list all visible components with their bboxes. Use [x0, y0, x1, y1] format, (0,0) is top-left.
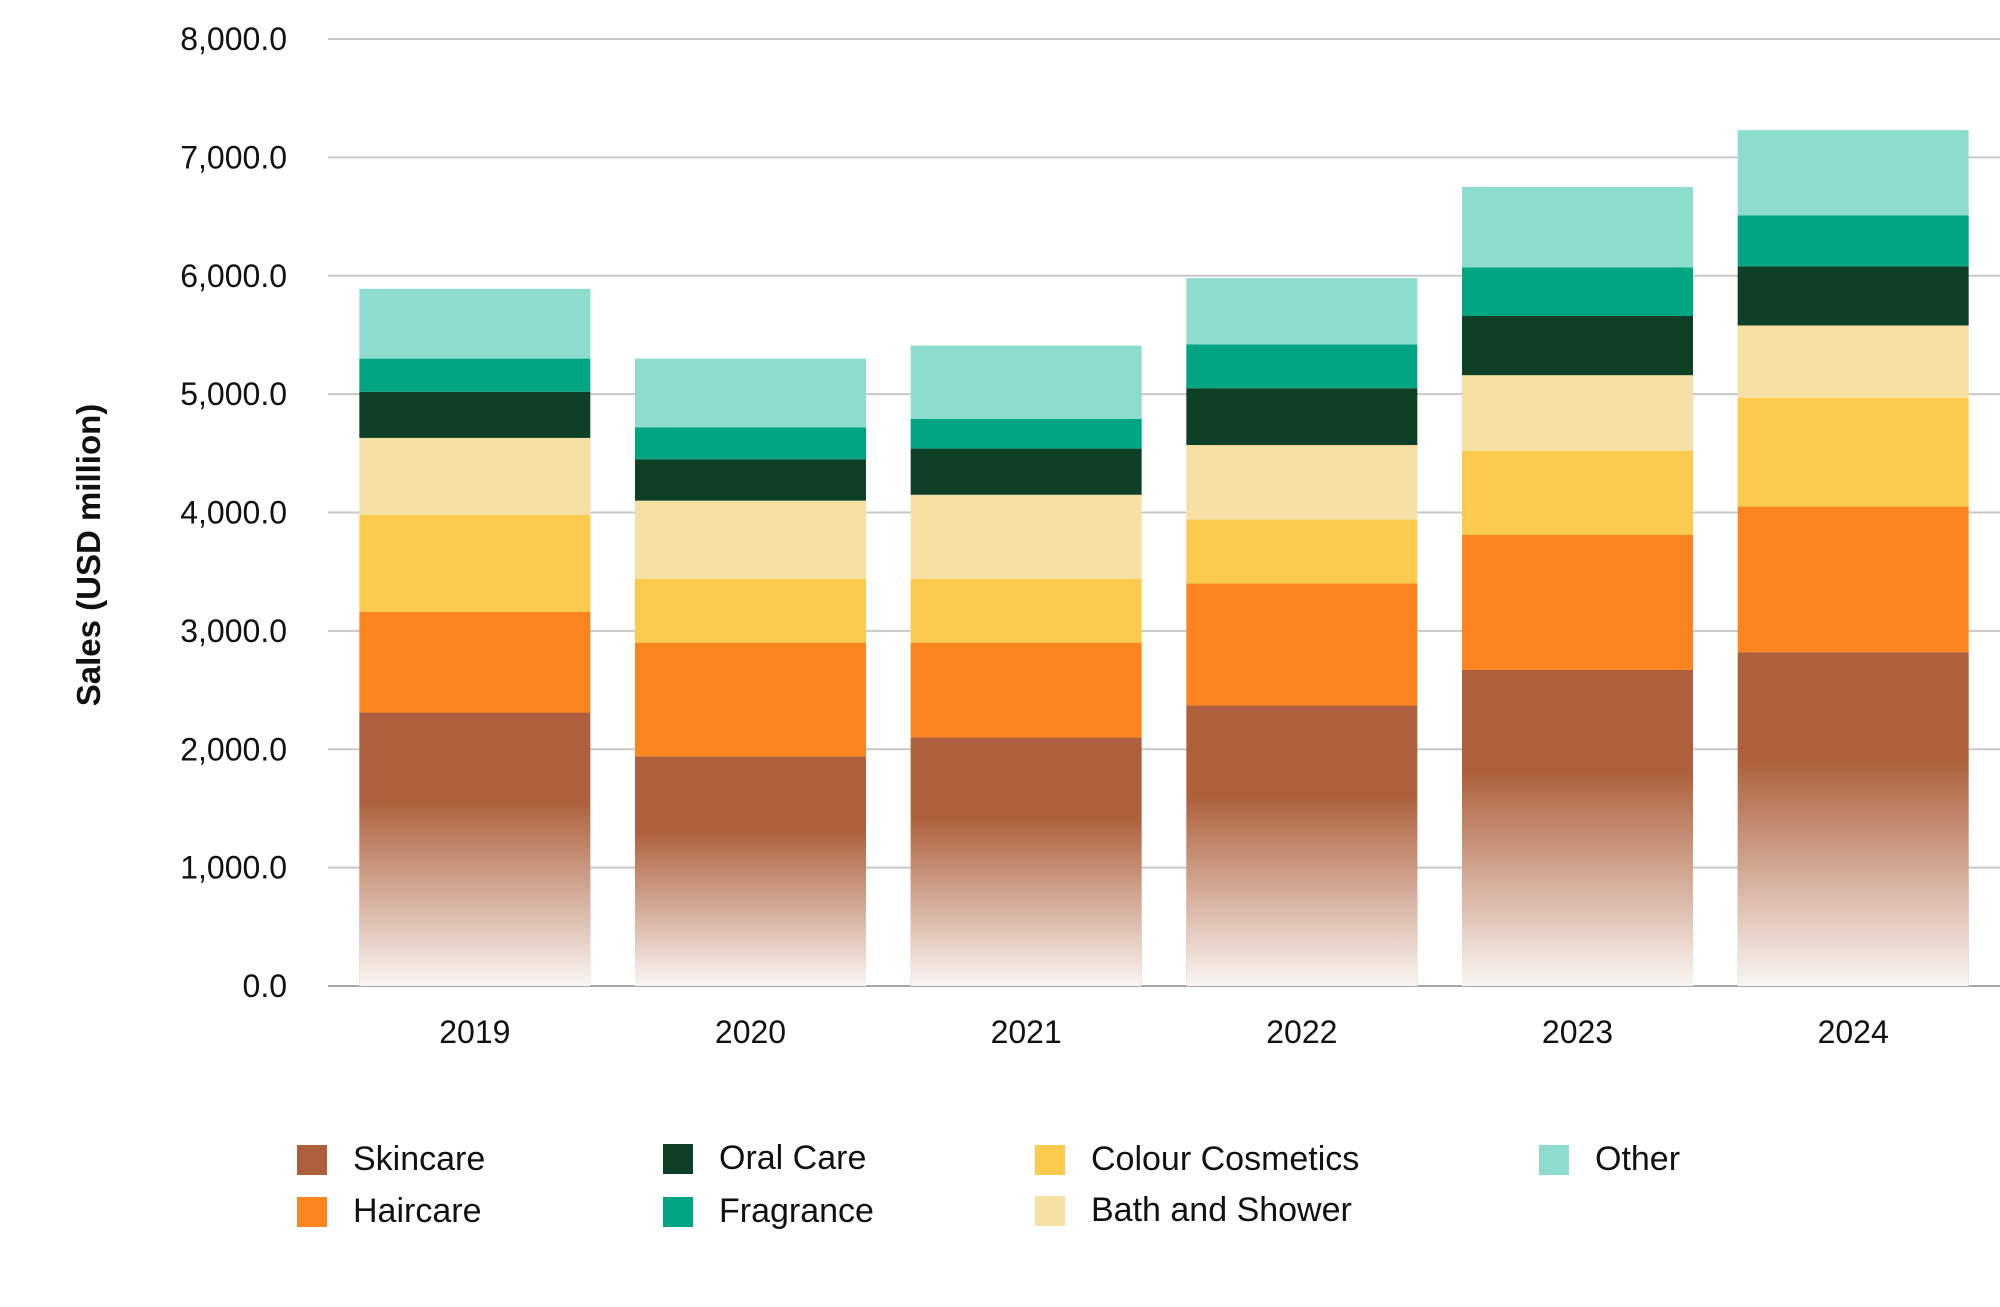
bar-segment-oral-care-2022[interactable]: [1186, 388, 1418, 446]
legend-item-other[interactable]: Other: [1539, 1140, 1680, 1179]
bar-segment-other-2021[interactable]: [910, 345, 1142, 419]
bar-segment-bath-and-shower-2022[interactable]: [1186, 445, 1418, 520]
bar-segment-colour-cosmetics-2020[interactable]: [635, 578, 866, 643]
bar-segment-bath-and-shower-2021[interactable]: [910, 494, 1142, 579]
bar-segment-bath-and-shower-2020[interactable]: [635, 500, 866, 579]
bar-segment-fragrance-2022[interactable]: [1186, 344, 1418, 389]
x-tick-label-2024: 2024: [1818, 1014, 1889, 1050]
legend-item-colour-cosmetics[interactable]: Colour Cosmetics: [1035, 1140, 1359, 1179]
legend-label-haircare: Haircare: [353, 1192, 482, 1230]
legend-swatch-haircare: [297, 1196, 327, 1227]
legend-swatch-fragrance: [663, 1196, 693, 1227]
y-axis-tick-labels: 0.0 1,000.0 2,000.0 3,000.0 4,000.0 5,000.0 6,…: [180, 21, 287, 1004]
bar-stack-2019: [359, 288, 591, 986]
bar-fade-overlay-2024: [1737, 652, 1969, 986]
bar-segment-colour-cosmetics-2024[interactable]: [1737, 397, 1969, 507]
x-axis-tick-labels: 2019 2020 2021 2022 2023 2024: [439, 1014, 1889, 1050]
bar-segment-fragrance-2021[interactable]: [910, 418, 1142, 449]
x-tick-label-2019: 2019: [439, 1014, 510, 1050]
y-tick-label: 2,000.0: [180, 731, 287, 767]
bar-segment-other-2024[interactable]: [1737, 130, 1969, 216]
bar-fade-overlay-2020: [635, 756, 866, 986]
bar-segment-colour-cosmetics-2021[interactable]: [910, 578, 1142, 643]
y-tick-label: 0.0: [243, 968, 287, 1004]
bar-segment-colour-cosmetics-2023[interactable]: [1462, 450, 1693, 535]
y-tick-label: 3,000.0: [180, 613, 287, 649]
legend-swatch-skincare: [297, 1144, 327, 1175]
bar-segment-oral-care-2019[interactable]: [359, 391, 591, 438]
y-tick-label: 7,000.0: [180, 139, 287, 175]
bar-segment-haircare-2022[interactable]: [1186, 583, 1418, 706]
y-tick-label: 4,000.0: [180, 495, 287, 531]
legend-item-oral-care[interactable]: Oral Care: [663, 1139, 866, 1178]
bar-segment-bath-and-shower-2024[interactable]: [1737, 325, 1969, 398]
bars: [359, 130, 1969, 986]
bar-fade-overlay-2019: [359, 712, 591, 986]
legend-label-other: Other: [1595, 1140, 1681, 1178]
bar-segment-oral-care-2023[interactable]: [1462, 315, 1693, 376]
gridlines: [328, 38, 2000, 987]
x-tick-label-2021: 2021: [991, 1014, 1062, 1050]
x-tick-label-2023: 2023: [1542, 1014, 1613, 1050]
legend-label-fragrance: Fragrance: [719, 1192, 874, 1230]
legend-swatch-oral-care: [663, 1143, 693, 1174]
x-tick-label-2020: 2020: [715, 1014, 786, 1050]
bar-segment-other-2023[interactable]: [1462, 186, 1693, 268]
legend-item-fragrance[interactable]: Fragrance: [663, 1192, 874, 1231]
bar-stack-2022: [1186, 278, 1418, 986]
bar-stack-2024: [1737, 130, 1969, 986]
y-tick-label: 1,000.0: [180, 850, 287, 886]
legend-swatch-other: [1539, 1144, 1569, 1175]
bar-segment-haircare-2019[interactable]: [359, 611, 591, 713]
legend-label-colour-cosmetics: Colour Cosmetics: [1091, 1140, 1360, 1178]
bar-fade-overlay-2023: [1462, 669, 1693, 986]
x-tick-label-2022: 2022: [1266, 1014, 1337, 1050]
legend-swatch-bath-and-shower: [1035, 1195, 1065, 1226]
y-tick-label: 5,000.0: [180, 376, 287, 412]
legend-item-skincare[interactable]: Skincare: [297, 1140, 485, 1179]
bar-stack-2020: [635, 358, 866, 986]
bar-segment-fragrance-2023[interactable]: [1462, 267, 1693, 316]
legend-swatch-colour-cosmetics: [1035, 1144, 1065, 1175]
bar-segment-haircare-2023[interactable]: [1462, 534, 1693, 670]
bar-segment-other-2020[interactable]: [635, 358, 866, 428]
bar-fade-overlay-2021: [910, 737, 1142, 986]
bar-segment-oral-care-2021[interactable]: [910, 448, 1142, 495]
bar-segment-haircare-2021[interactable]: [910, 642, 1142, 738]
bar-segment-haircare-2020[interactable]: [635, 642, 866, 757]
bar-segment-haircare-2024[interactable]: [1737, 506, 1969, 653]
bar-segment-colour-cosmetics-2019[interactable]: [359, 514, 591, 612]
legend-label-oral-care: Oral Care: [719, 1139, 867, 1177]
legend-label-bath-and-shower: Bath and Shower: [1091, 1191, 1352, 1229]
legend-label-skincare: Skincare: [353, 1140, 486, 1178]
bar-segment-colour-cosmetics-2022[interactable]: [1186, 519, 1418, 584]
y-tick-label: 8,000.0: [180, 21, 287, 57]
bar-segment-bath-and-shower-2023[interactable]: [1462, 375, 1693, 451]
bar-segment-oral-care-2024[interactable]: [1737, 266, 1969, 326]
y-axis-title: Sales (USD million): [70, 404, 107, 707]
legend-item-haircare[interactable]: Haircare: [297, 1192, 481, 1231]
bar-fade-overlay-2022: [1186, 705, 1418, 986]
legend-item-bath-and-shower[interactable]: Bath and Shower: [1035, 1191, 1352, 1230]
bar-segment-fragrance-2019[interactable]: [359, 358, 591, 392]
bar-segment-fragrance-2020[interactable]: [635, 427, 866, 460]
bar-segment-fragrance-2024[interactable]: [1737, 215, 1969, 267]
bar-stack-2023: [1462, 186, 1693, 986]
y-tick-label: 6,000.0: [180, 258, 287, 294]
bar-segment-oral-care-2020[interactable]: [635, 459, 866, 501]
bar-stack-2021: [910, 345, 1142, 986]
bar-segment-bath-and-shower-2019[interactable]: [359, 437, 591, 515]
bar-segment-other-2019[interactable]: [359, 288, 591, 359]
bar-segment-other-2022[interactable]: [1186, 278, 1418, 345]
